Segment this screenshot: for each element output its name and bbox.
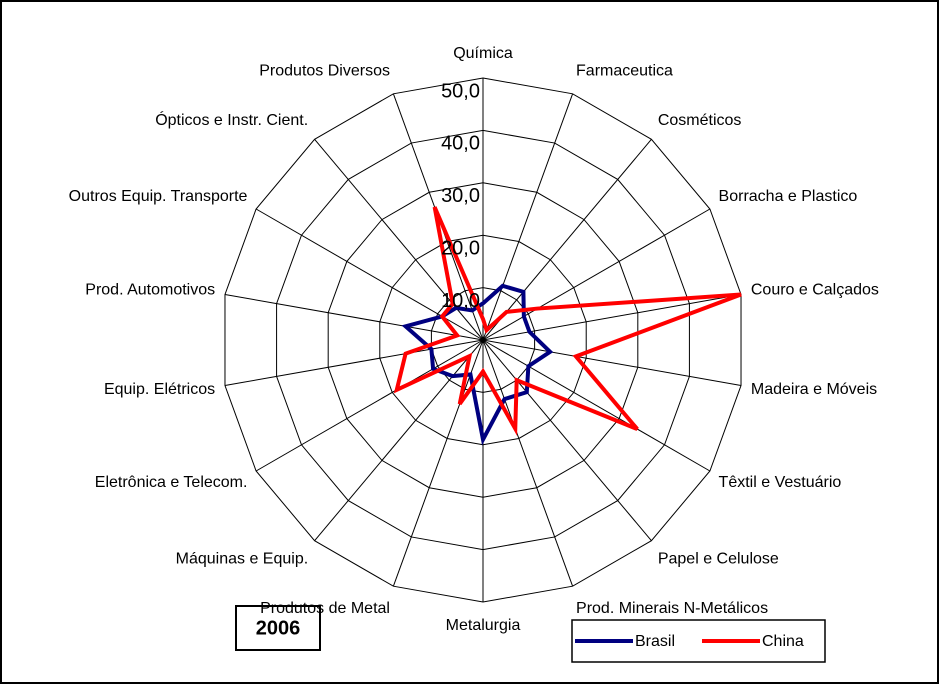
category-label: Eletrônica e Telecom. bbox=[95, 474, 248, 491]
spoke bbox=[255, 339, 484, 472]
category-label: Papel e Celulose bbox=[658, 550, 779, 567]
category-label: Metalurgia bbox=[446, 617, 521, 634]
annotation: 2006 bbox=[256, 617, 301, 639]
spoke bbox=[314, 339, 484, 542]
r-tick-label: 30,0 bbox=[441, 185, 480, 207]
category-label: Madeira e Móveis bbox=[751, 381, 877, 398]
legend-label: China bbox=[762, 633, 804, 650]
category-label: Couro e Calçados bbox=[751, 282, 879, 299]
category-label: Química bbox=[453, 45, 513, 62]
category-label: Produtos de Metal bbox=[260, 600, 390, 617]
category-label: Borracha e Plastico bbox=[719, 188, 858, 205]
category-label: Equip. Elétricos bbox=[104, 381, 215, 398]
category-label: Cosméticos bbox=[658, 112, 742, 129]
category-label: Ópticos e Instr. Cient. bbox=[155, 110, 308, 129]
category-label: Outros Equip. Transporte bbox=[69, 188, 248, 205]
r-tick-label: 40,0 bbox=[441, 133, 480, 155]
spoke bbox=[482, 339, 742, 386]
category-label: Prod. Automotivos bbox=[85, 282, 215, 299]
spoke bbox=[482, 294, 742, 341]
annotation-box bbox=[235, 605, 321, 651]
spoke bbox=[482, 208, 711, 341]
category-label: Produtos Diversos bbox=[259, 62, 390, 79]
category-label: Prod. Minerais N-Metálicos bbox=[576, 600, 768, 617]
category-label: Máquinas e Equip. bbox=[176, 550, 309, 567]
r-tick-label: 50,0 bbox=[441, 80, 480, 102]
spoke bbox=[224, 339, 484, 386]
spoke bbox=[482, 339, 574, 587]
spoke bbox=[392, 339, 484, 587]
category-label: Têxtil e Vestuário bbox=[719, 474, 842, 491]
spoke bbox=[224, 294, 484, 341]
series-line bbox=[393, 206, 742, 436]
spoke bbox=[482, 93, 574, 341]
spoke bbox=[482, 339, 652, 542]
category-label: Farmaceutica bbox=[576, 62, 673, 79]
r-tick-label: 20,0 bbox=[441, 237, 480, 259]
legend-label: Brasil bbox=[635, 633, 675, 650]
spoke bbox=[482, 138, 652, 341]
spoke bbox=[482, 339, 711, 472]
r-tick-label: 10,0 bbox=[441, 290, 480, 312]
